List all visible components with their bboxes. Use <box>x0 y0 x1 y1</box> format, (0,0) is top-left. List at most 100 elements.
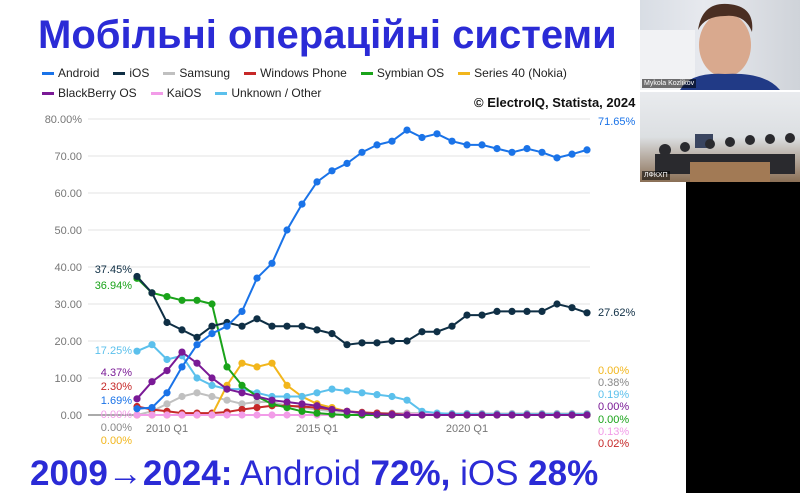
data-point <box>283 404 291 412</box>
legend-item[interactable]: Symbian OS <box>360 66 444 80</box>
end-value-label: 27.62% <box>598 307 636 319</box>
start-value-label: 0.00% <box>101 435 132 447</box>
classroom-video-frame <box>655 133 795 182</box>
data-point <box>433 411 441 419</box>
data-point <box>448 322 456 330</box>
legend-item[interactable]: Series 40 (Nokia) <box>458 66 567 80</box>
legend-label: BlackBerry OS <box>58 86 137 100</box>
legend-item[interactable]: KaiOS <box>150 86 201 100</box>
data-point <box>523 411 531 419</box>
line-chart: 0.00 10.00 20.00 30.00 40.00 50.00 60.00 70.00 8… <box>45 114 636 450</box>
data-point <box>313 178 321 186</box>
data-point <box>223 385 231 393</box>
data-point <box>403 396 411 404</box>
data-point <box>478 311 486 319</box>
data-point <box>208 381 216 389</box>
x-tick-label: 2015 Q1 <box>296 423 338 435</box>
data-point <box>163 355 171 364</box>
participant-video-presenter[interactable]: Mykola Kozlikov <box>640 0 800 90</box>
end-value-label: 0.19% <box>598 389 629 401</box>
end-value-label: 0.02% <box>598 438 629 450</box>
data-point <box>253 392 261 401</box>
legend-item[interactable]: BlackBerry OS <box>42 86 137 100</box>
data-point <box>358 339 366 347</box>
data-point <box>433 130 441 138</box>
data-point <box>388 337 396 345</box>
data-point <box>343 341 351 349</box>
data-point <box>283 381 291 389</box>
y-tick-label: 40.00 <box>54 262 82 274</box>
data-point <box>163 400 171 408</box>
data-point <box>538 411 546 419</box>
data-point <box>508 411 516 419</box>
y-tick-label: 60.00 <box>54 188 82 200</box>
data-point <box>268 322 276 330</box>
data-point <box>283 322 291 330</box>
data-point <box>298 400 306 408</box>
legend-swatch <box>360 71 373 75</box>
data-point <box>163 411 171 419</box>
data-point <box>343 387 351 395</box>
start-value-label: 17.25% <box>95 345 133 357</box>
series-line-unknown-other <box>136 343 588 416</box>
data-point <box>253 404 261 412</box>
data-point <box>208 392 216 401</box>
data-point <box>283 398 291 406</box>
data-point <box>298 200 306 208</box>
legend-item[interactable]: iOS <box>113 66 149 80</box>
start-value-label: 36.94% <box>95 280 133 292</box>
data-point <box>208 330 216 338</box>
legend-swatch <box>150 91 163 95</box>
start-value-label: 0.00% <box>101 422 132 434</box>
caption-separator: , <box>440 454 451 493</box>
caption-ios-label: iOS <box>450 454 529 493</box>
legend-item[interactable]: Windows Phone <box>244 66 347 80</box>
data-point <box>463 141 471 149</box>
data-point <box>193 411 201 419</box>
data-point <box>343 159 351 167</box>
caption-ios-value: 28% <box>528 454 599 493</box>
start-value-label: 37.45% <box>95 264 133 276</box>
legend-label: Samsung <box>179 66 231 80</box>
data-point <box>538 307 546 315</box>
legend-swatch <box>458 71 471 75</box>
data-point <box>328 167 336 175</box>
legend-label: Series 40 (Nokia) <box>474 66 567 80</box>
legend-item[interactable]: Unknown / Other <box>215 86 321 100</box>
data-point <box>178 411 186 419</box>
data-point <box>358 148 366 156</box>
data-point <box>553 300 561 308</box>
data-point <box>523 307 531 315</box>
data-point <box>253 274 261 282</box>
legend-item[interactable]: Samsung <box>163 66 230 80</box>
data-point <box>448 411 456 419</box>
data-point <box>208 300 216 308</box>
data-point <box>478 141 486 149</box>
data-point <box>313 402 321 410</box>
legend-item[interactable]: Android <box>42 66 99 80</box>
legend-swatch <box>163 71 176 75</box>
legend-label: Unknown / Other <box>231 86 322 100</box>
data-point <box>523 145 531 153</box>
data-point <box>373 391 381 399</box>
presenter-video-frame <box>640 3 780 90</box>
legend-label: Android <box>58 66 100 80</box>
data-point <box>313 326 321 334</box>
data-point <box>583 146 591 154</box>
data-point <box>553 154 561 162</box>
data-point <box>133 347 141 355</box>
data-point <box>268 259 276 267</box>
data-point <box>238 405 246 414</box>
participant-name: Mykola Kozlikov <box>642 79 697 88</box>
chart-source: © ElectroIQ, Statista, 2024 <box>474 95 636 110</box>
data-point <box>238 400 246 408</box>
data-point <box>298 322 306 330</box>
data-point <box>193 341 201 349</box>
participant-video-classroom[interactable]: ЛФКХП <box>640 92 800 182</box>
data-point <box>373 339 381 347</box>
empty-video-area <box>686 182 800 493</box>
data-point <box>358 409 366 417</box>
chart-legend-row-1: Android iOS Samsung Windows Phone Symbian OS… <box>42 66 567 80</box>
data-point <box>298 407 306 415</box>
data-point <box>193 333 201 341</box>
